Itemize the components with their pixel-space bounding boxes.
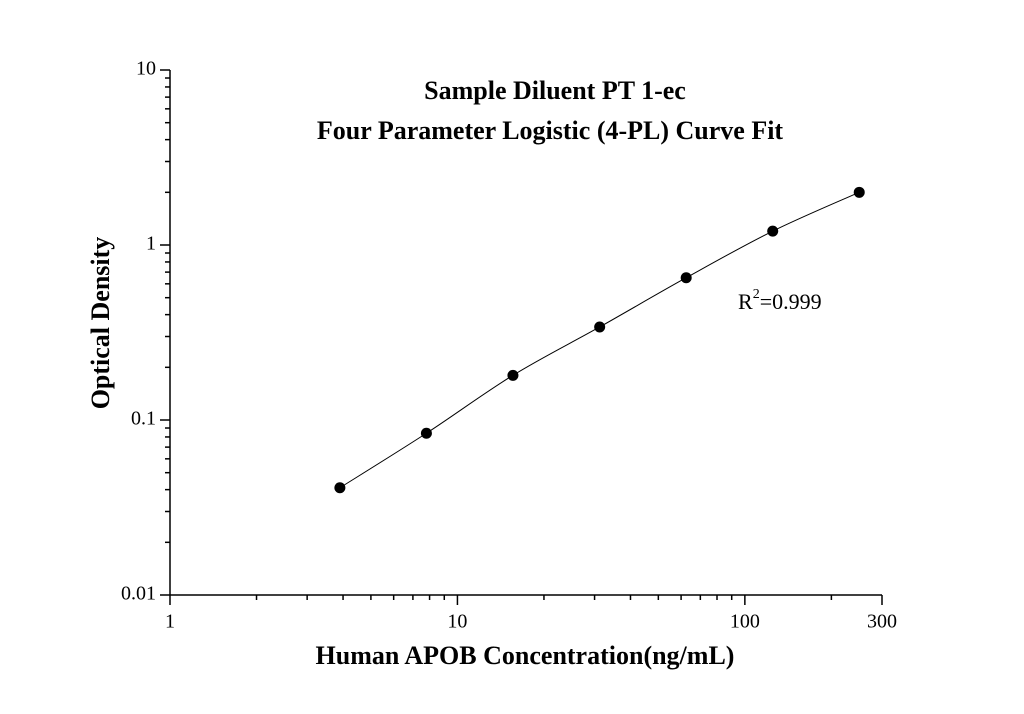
chart-title: Sample Diluent PT 1-ec (424, 76, 686, 105)
data-point (420, 427, 432, 439)
chart-subtitle: Four Parameter Logistic (4-PL) Curve Fit (317, 116, 784, 145)
data-point (680, 272, 692, 284)
x-axis-label: Human APOB Concentration(ng/mL) (316, 641, 735, 670)
data-point (767, 225, 779, 237)
x-tick-label: 10 (447, 611, 467, 633)
y-tick-label: 1 (146, 233, 156, 255)
annotation: R2=0.999 (738, 287, 822, 314)
y-tick-label: 0.1 (131, 408, 156, 430)
x-tick-label: 300 (867, 611, 897, 633)
data-point (334, 482, 346, 494)
data-point (853, 186, 865, 198)
data-point (594, 321, 606, 333)
fit-curve (339, 191, 860, 489)
annotation-base: R (738, 289, 753, 314)
data-point (507, 369, 519, 381)
y-tick-label: 0.01 (121, 583, 156, 605)
annotation-text: =0.999 (760, 289, 822, 314)
y-tick-label: 10 (136, 58, 156, 80)
y-axis-label: Optical Density (86, 237, 115, 410)
annotation-superscript: 2 (753, 287, 760, 302)
x-tick-label: 1 (165, 611, 175, 633)
x-tick-label: 100 (730, 611, 760, 633)
